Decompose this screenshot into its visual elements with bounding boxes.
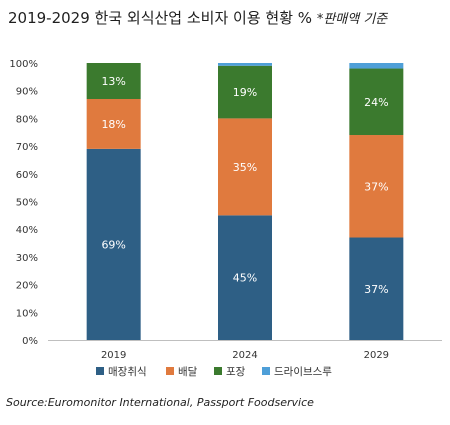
bar-segment bbox=[218, 215, 272, 340]
bar-segment bbox=[218, 118, 272, 216]
chart-title-text: 2019-2029 한국 외식산업 소비자 이용 현황 % bbox=[8, 9, 313, 27]
y-tick-label: 50% bbox=[16, 198, 38, 209]
y-tick-label: 70% bbox=[16, 142, 38, 153]
stacked-bar-chart: 0% 10% 20% 30% 40% 50% 60% 70% 80% 90% 100% 69% 18% 1… bbox=[9, 59, 442, 378]
x-tick-label: 2029 bbox=[364, 350, 389, 361]
legend-swatch bbox=[166, 367, 174, 375]
y-tick-label: 10% bbox=[16, 308, 38, 319]
legend-label: 포장 bbox=[226, 366, 246, 378]
bar-segment bbox=[349, 63, 404, 69]
legend-label: 매장취식 bbox=[108, 366, 147, 378]
source-note: Source:Euromonitor International, Passpo… bbox=[6, 396, 314, 409]
data-label: 37% bbox=[364, 180, 388, 193]
bar-segment bbox=[86, 99, 141, 149]
legend-label: 드라이브스루 bbox=[274, 366, 332, 378]
y-tick-label: 80% bbox=[16, 114, 38, 125]
y-tick-label: 0% bbox=[22, 336, 38, 347]
data-label: 18% bbox=[101, 118, 125, 131]
data-label: 24% bbox=[364, 96, 388, 109]
legend-swatch bbox=[214, 367, 222, 375]
x-tick-label: 2024 bbox=[232, 350, 257, 361]
bar-segment bbox=[218, 65, 272, 119]
data-label: 19% bbox=[233, 86, 257, 99]
y-tick-label: 30% bbox=[16, 253, 38, 264]
y-tick-label: 60% bbox=[16, 170, 38, 181]
x-tick-label: 2019 bbox=[101, 350, 126, 361]
data-label: 45% bbox=[233, 272, 257, 285]
data-label: 13% bbox=[101, 75, 125, 88]
legend-swatch bbox=[262, 367, 270, 375]
chart-title-note: *판매액 기준 bbox=[316, 12, 388, 27]
y-tick-label: 40% bbox=[16, 225, 38, 236]
data-label: 35% bbox=[233, 161, 257, 174]
chart-title: 2019-2029 한국 외식산업 소비자 이용 현황 % *판매액 기준 bbox=[8, 8, 387, 30]
bar-segment bbox=[218, 63, 272, 66]
legend-label: 배달 bbox=[178, 366, 198, 378]
bar-segment bbox=[349, 135, 404, 238]
data-label: 69% bbox=[101, 238, 125, 251]
y-tick-label: 90% bbox=[16, 87, 38, 98]
bar-segment bbox=[349, 237, 404, 340]
y-tick-label: 100% bbox=[9, 59, 38, 70]
y-tick-label: 20% bbox=[16, 281, 38, 292]
data-label: 37% bbox=[364, 283, 388, 296]
bar-segment bbox=[86, 63, 141, 100]
legend-swatch bbox=[96, 367, 104, 375]
bar-segment bbox=[86, 148, 141, 340]
bar-segment bbox=[349, 68, 404, 136]
